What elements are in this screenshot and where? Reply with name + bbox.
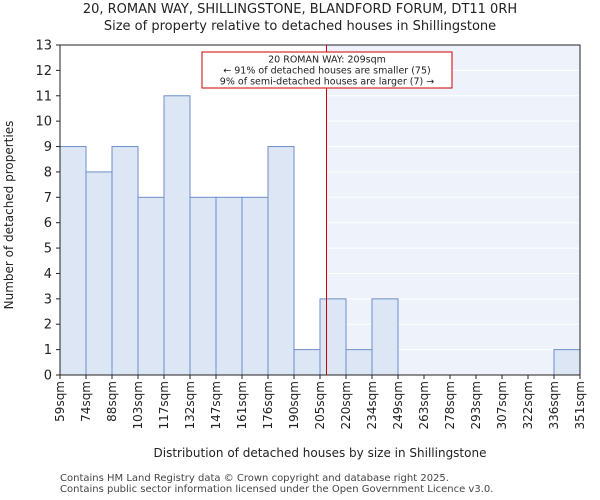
y-axis-label: Number of detached properties xyxy=(2,121,16,310)
bar-161sqm xyxy=(241,196,269,376)
x-tick-label: 322sqm xyxy=(521,381,535,429)
x-tick-label: 88sqm xyxy=(105,381,119,422)
x-tick-label: 59sqm xyxy=(53,381,67,422)
annotation-line-3: 9% of semi-detached houses are larger (7… xyxy=(220,77,434,88)
x-tick-label: 278sqm xyxy=(443,381,457,429)
chart-subtitle: Size of property relative to detached ho… xyxy=(103,19,497,34)
x-tick-label: 74sqm xyxy=(79,381,93,422)
bar-132sqm xyxy=(189,196,217,376)
x-tick-label: 307sqm xyxy=(495,381,509,429)
y-tick-label: 4 xyxy=(44,267,52,282)
x-tick-label: 132sqm xyxy=(183,381,197,429)
x-tick-label: 263sqm xyxy=(417,381,431,429)
y-tick-label: 7 xyxy=(44,191,52,206)
x-tick-label: 351sqm xyxy=(573,381,587,429)
footer-line-1: Contains HM Land Registry data © Crown c… xyxy=(60,473,449,484)
footer-line-2: Contains public sector information licen… xyxy=(60,484,494,495)
x-tick-label: 161sqm xyxy=(235,381,249,429)
y-tick-label: 8 xyxy=(44,165,52,180)
bar-336sqm xyxy=(553,349,581,376)
x-tick-label: 117sqm xyxy=(157,381,171,429)
annotation-line-1: 20 ROMAN WAY: 209sqm xyxy=(268,55,386,66)
x-tick-label: 220sqm xyxy=(339,381,353,429)
x-tick-label: 103sqm xyxy=(131,381,145,429)
y-tick-label: 5 xyxy=(44,242,52,257)
bar-176sqm xyxy=(267,146,295,376)
bar-117sqm xyxy=(163,95,191,376)
y-tick-label: 6 xyxy=(44,216,52,231)
x-axis-label: Distribution of detached houses by size … xyxy=(154,446,487,460)
bar-59sqm xyxy=(59,146,87,376)
y-tick-label: 1 xyxy=(44,343,52,358)
x-tick-label: 293sqm xyxy=(469,381,483,429)
bar-234sqm xyxy=(371,298,399,376)
bar-205sqm xyxy=(319,298,347,376)
bar-88sqm xyxy=(111,146,139,376)
chart-title: 20, ROMAN WAY, SHILLINGSTONE, BLANDFORD … xyxy=(82,2,518,17)
x-tick-label: 249sqm xyxy=(391,381,405,429)
y-tick-label: 13 xyxy=(35,39,52,54)
bar-74sqm xyxy=(85,171,113,376)
y-tick-label: 12 xyxy=(35,64,52,79)
annotation-line-2: ← 91% of detached houses are smaller (75… xyxy=(223,66,430,77)
bar-190sqm xyxy=(293,349,321,376)
y-tick-label: 3 xyxy=(44,292,52,307)
y-tick-label: 2 xyxy=(44,318,52,333)
larger-region-shade xyxy=(326,45,580,375)
y-tick-label: 0 xyxy=(44,369,52,384)
annotation-box xyxy=(201,51,453,89)
x-tick-label: 234sqm xyxy=(365,381,379,429)
y-tick-label: 11 xyxy=(35,89,52,104)
y-tick-label: 9 xyxy=(44,140,52,155)
bar-220sqm xyxy=(345,349,373,376)
x-tick-label: 190sqm xyxy=(287,381,301,429)
bar-103sqm xyxy=(137,196,165,376)
y-tick-label: 10 xyxy=(35,115,52,130)
x-tick-label: 205sqm xyxy=(313,381,327,429)
bar-147sqm xyxy=(215,196,243,376)
x-tick-label: 147sqm xyxy=(209,381,223,429)
x-tick-label: 176sqm xyxy=(261,381,275,429)
x-tick-label: 336sqm xyxy=(547,381,561,429)
